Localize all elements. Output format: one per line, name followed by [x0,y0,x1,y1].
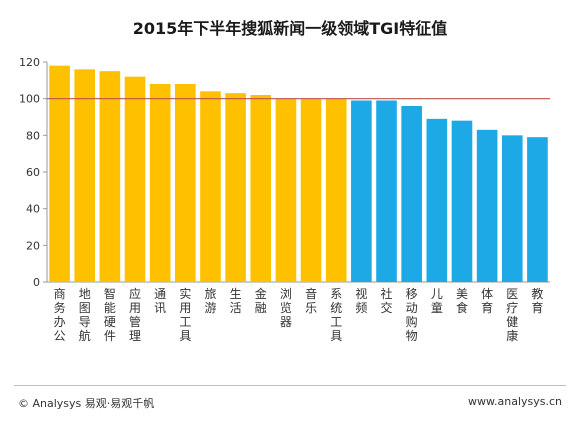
x-category-label: 生活 [230,287,242,315]
bar [351,100,372,282]
y-tick-label: 40 [26,203,40,216]
y-tick-label: 80 [26,129,40,142]
bar [501,135,523,282]
x-category-label: 旅游 [204,287,216,315]
x-category-label: 金融 [255,286,267,315]
bars [49,65,548,283]
x-category-label: 通讯 [154,287,166,315]
bar [300,98,322,283]
bar [99,71,121,283]
x-category-label: 体育 [481,287,493,315]
bar [325,98,347,283]
bar-chart: 0 20 40 60 80 100 120 商务办公 地图导航 智能硬件 应用管理 通讯 实用工具 旅游… [19,56,550,343]
bar [426,118,448,282]
chart-title: 2015年下半年搜狐新闻一级领域TGI特征值 [132,19,448,38]
x-category-label: 社交 [381,286,393,315]
y-tick-label: 20 [26,239,40,252]
x-category-label: 智能硬件 [104,286,116,343]
y-axis: 0 20 40 60 80 100 120 [19,56,550,289]
footer-website: www.analysys.cn [468,395,562,408]
x-category-label: 浏览器 [280,287,292,329]
bar [250,95,272,282]
bar [149,84,171,282]
bar [401,106,422,282]
bar [175,84,196,282]
x-category-label: 移动购物 [406,287,418,343]
bar [200,91,221,282]
x-category-label: 儿童 [431,287,443,315]
x-category-label: 地图导航 [79,287,91,343]
bar [527,137,548,282]
bar [275,98,297,283]
x-category-label: 医疗健康 [506,287,518,343]
bar [49,65,70,283]
y-tick-label: 100 [19,93,40,106]
x-category-label: 商务办公 [54,286,66,343]
x-category-label: 音乐 [305,286,317,315]
x-category-label: 实用工具 [179,286,191,343]
footer-source: © Analysys 易观·易观千帆 [18,397,155,410]
bar [225,93,246,283]
y-tick-label: 0 [33,276,40,289]
x-category-label: 视频 [355,286,367,315]
x-category-label: 系统工具 [330,287,342,343]
y-tick-label: 60 [26,166,40,179]
bar [124,76,146,283]
x-category-label: 应用管理 [129,286,141,343]
x-category-label: 教育 [531,286,543,315]
bar [74,69,96,282]
bar [476,129,498,282]
footer-divider [14,385,566,386]
x-category-label: 美食 [456,287,468,315]
bar [451,120,473,283]
y-tick-label: 120 [19,56,40,69]
bar [376,100,397,282]
